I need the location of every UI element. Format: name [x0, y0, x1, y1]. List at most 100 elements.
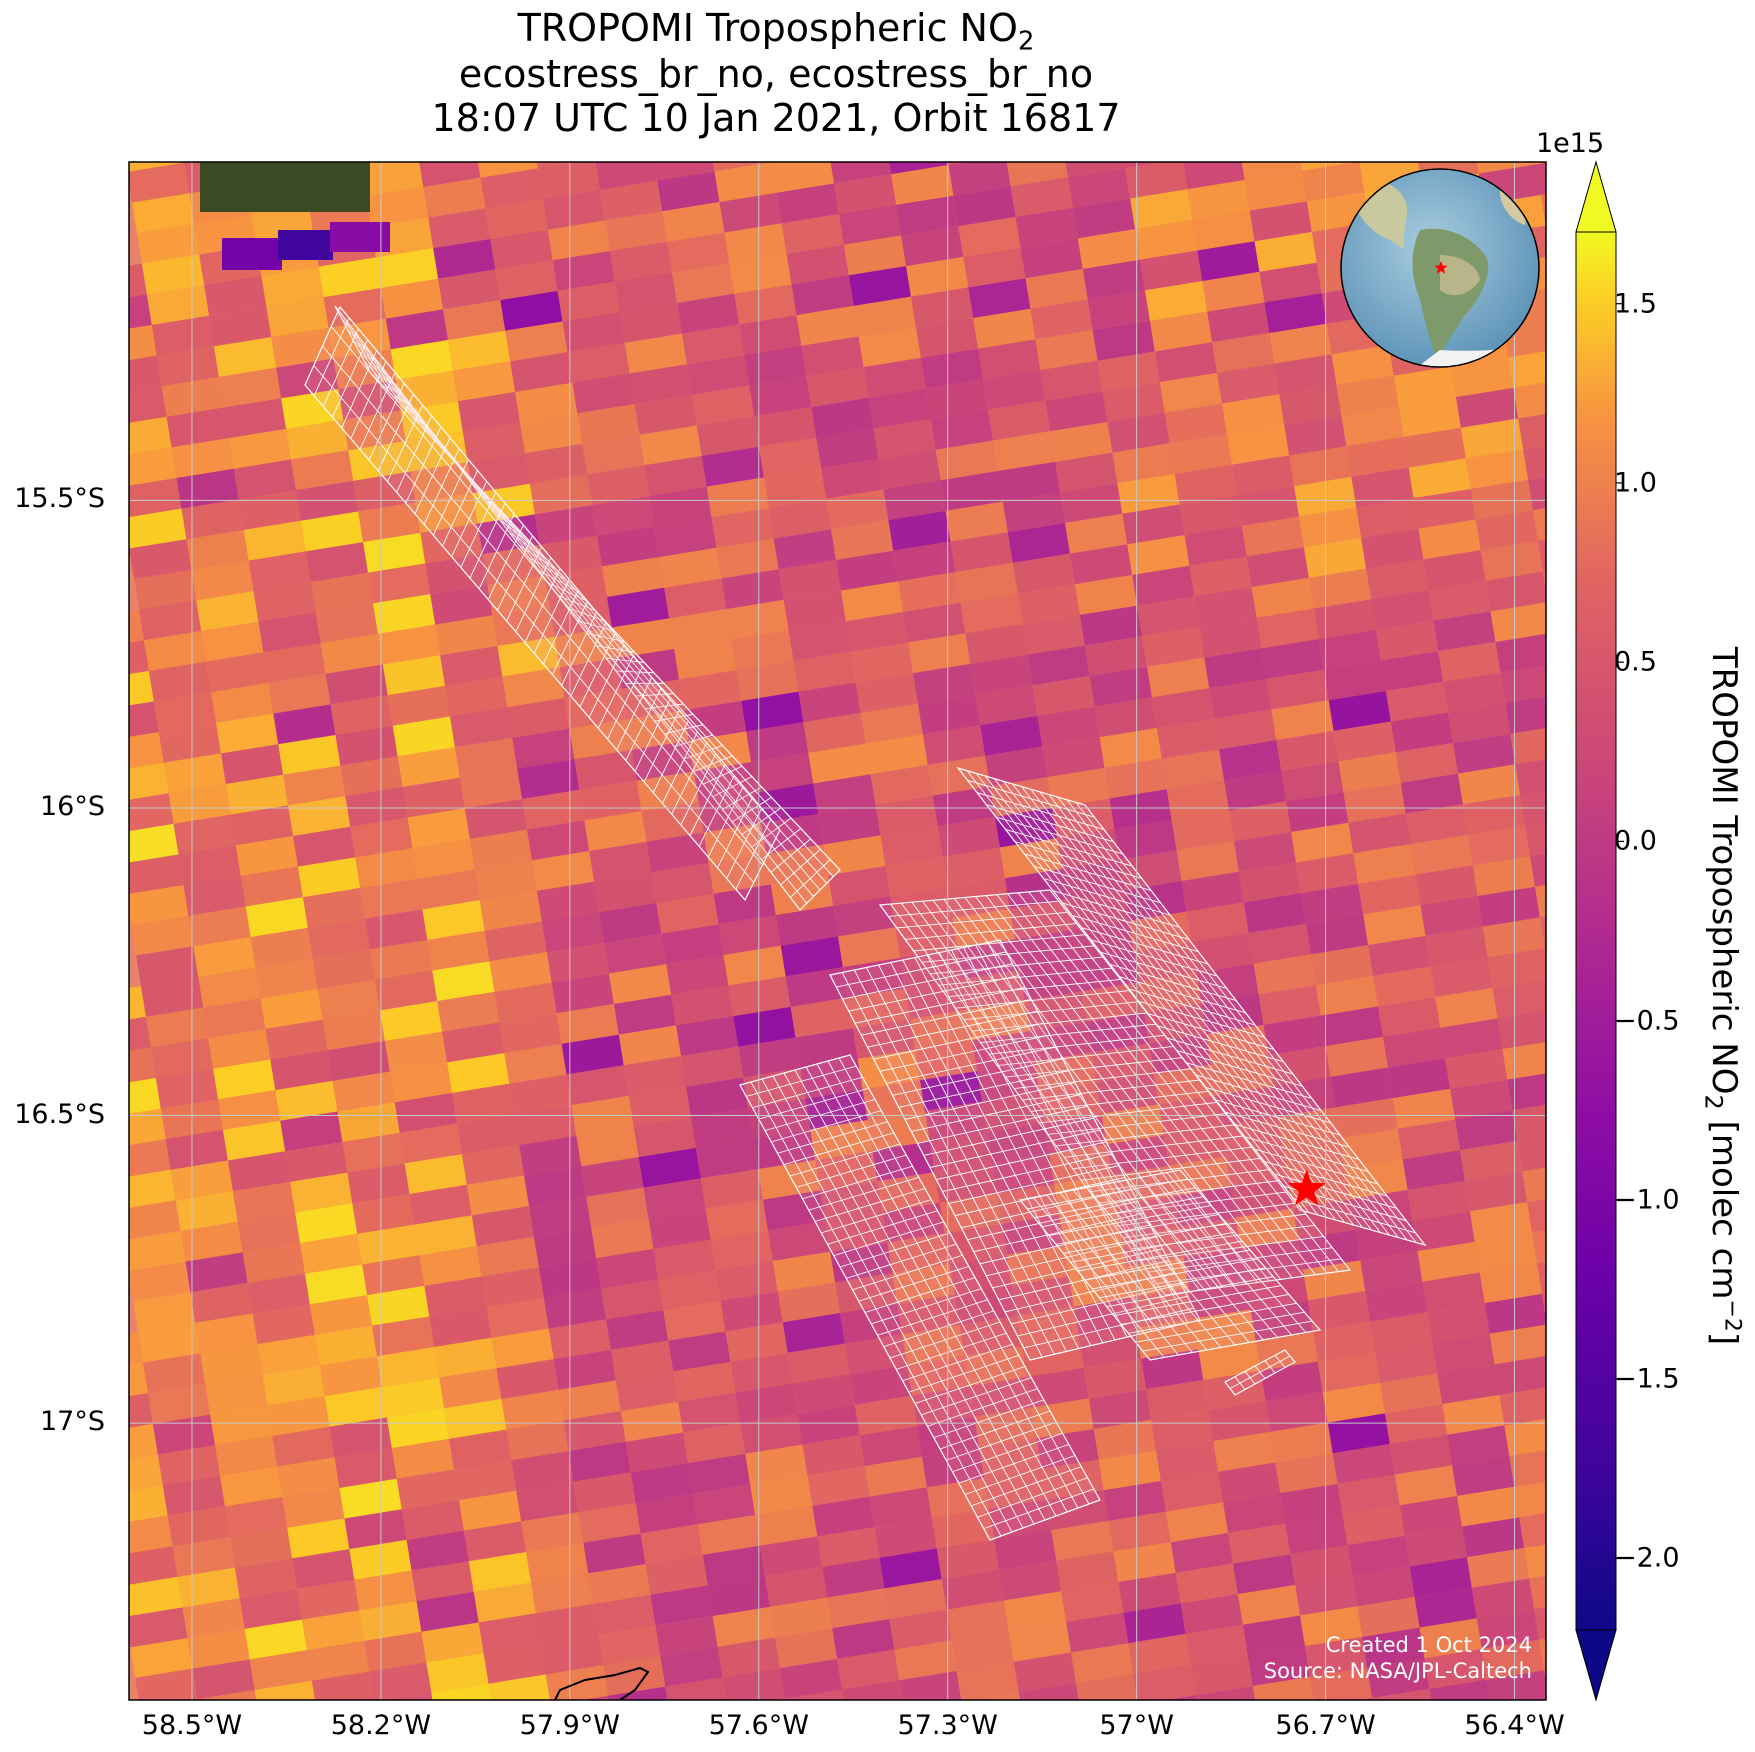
no2-pixel	[842, 957, 906, 998]
no2-pixel	[780, 936, 843, 977]
no2-pixel	[667, 232, 730, 273]
no2-pixel	[1194, 587, 1257, 627]
no2-pixel	[629, 364, 692, 405]
no2-pixel	[177, 1567, 240, 1608]
no2-pixel	[758, 1159, 821, 1200]
no2-pixel	[1037, 706, 1100, 747]
no2-pixel	[1117, 473, 1180, 514]
no2-pixel	[656, 893, 719, 934]
no2-pixel	[210, 1405, 273, 1446]
no2-pixel	[1223, 1493, 1286, 1533]
no2-pixel	[1415, 865, 1478, 906]
no2-pixel	[1092, 320, 1155, 361]
no2-pixel	[717, 1637, 780, 1678]
no2-pixel	[1069, 1266, 1132, 1307]
no2-pixel	[583, 1533, 646, 1574]
no2-pixel	[950, 532, 1013, 573]
lon-tick-label: 58.2°W	[330, 1710, 432, 1741]
no2-pixel	[1482, 917, 1545, 958]
no2-pixel	[232, 1181, 296, 1222]
no2-pixel	[1270, 1422, 1333, 1463]
no2-pixel	[1179, 495, 1242, 536]
coastline	[554, 1666, 650, 1700]
no2-pixel	[1248, 923, 1311, 964]
no2-pixel	[273, 704, 336, 745]
no2-pixel	[129, 670, 154, 706]
no2-pixel	[1241, 162, 1302, 181]
no2-pixel	[209, 306, 272, 347]
no2-pixel	[442, 1022, 505, 1063]
no2-pixel	[218, 1090, 281, 1130]
no2-pixel	[1067, 167, 1131, 208]
no2-pixel	[222, 1120, 286, 1161]
no2-pixel	[198, 967, 261, 1008]
no2-pixel	[1403, 427, 1466, 468]
lon-tick-label: 58.5°W	[141, 1710, 243, 1741]
no2-pixel	[1469, 1202, 1533, 1242]
no2-pixel	[910, 1009, 973, 1050]
no2-pixel	[315, 603, 378, 644]
lat-tick-label: 17°S	[40, 1406, 105, 1438]
no2-pixel	[889, 162, 949, 175]
no2-pixel	[1079, 605, 1143, 646]
no2-pixel	[582, 434, 645, 475]
no2-pixel	[1109, 789, 1172, 830]
no2-pixel	[1427, 1303, 1490, 1343]
no2-pixel	[515, 382, 578, 423]
chart-title: TROPOMI Tropospheric NO2	[517, 6, 1035, 57]
no2-pixel	[917, 694, 981, 735]
no2-pixel	[1156, 718, 1220, 759]
no2-pixel	[1475, 510, 1538, 551]
no2-pixel	[355, 848, 418, 888]
chart-subtitle-site: ecostress_br_no, ecostress_br_no	[458, 52, 1094, 96]
no2-pixel	[478, 1613, 541, 1654]
no2-pixel	[1525, 822, 1546, 857]
no2-pixel	[994, 1530, 1057, 1570]
no2-pixel	[454, 1460, 517, 1501]
no2-pixel	[728, 976, 791, 1017]
no2-pixel	[1450, 1079, 1513, 1120]
no2-pixel	[1539, 1638, 1546, 1671]
no2-pixel	[536, 162, 579, 169]
no2-pixel	[1537, 1261, 1546, 1294]
lon-tick-label: 57°W	[1099, 1710, 1174, 1741]
no2-pixel	[1433, 611, 1496, 652]
no2-pixel	[129, 1393, 153, 1428]
no2-pixel	[190, 1282, 253, 1323]
no2-pixel	[1160, 1471, 1224, 1512]
no2-pixel	[677, 293, 740, 334]
no2-pixel	[769, 1597, 833, 1638]
no2-pixel	[1385, 681, 1449, 722]
no2-pixel	[1069, 544, 1133, 585]
no2-pixel	[1331, 345, 1394, 386]
no2-pixel	[141, 976, 204, 1017]
no2-pixel	[867, 1110, 930, 1151]
no2-pixel	[175, 1191, 238, 1231]
no2-pixel	[357, 1224, 420, 1265]
no2-pixel	[1332, 1444, 1395, 1484]
no2-pixel	[1065, 513, 1128, 554]
no2-pixel	[1249, 201, 1312, 242]
no2-pixel	[1305, 1636, 1368, 1677]
no2-pixel	[304, 1264, 368, 1305]
no2-pixel	[521, 1512, 584, 1553]
no2-pixel	[686, 354, 750, 395]
no2-pixel	[1241, 516, 1304, 557]
no2-pixel	[335, 725, 398, 766]
no2-pixel	[716, 538, 779, 579]
no2-pixel	[754, 406, 817, 447]
no2-pixel	[463, 1521, 527, 1562]
colorbar-tick-label: 1.5	[1614, 288, 1657, 320]
no2-pixel	[404, 1154, 467, 1195]
no2-pixel	[1407, 1180, 1470, 1221]
no2-pixel	[830, 162, 892, 184]
no2-pixel	[1228, 1523, 1291, 1564]
no2-pixel	[507, 698, 570, 738]
no2-pixel	[1192, 210, 1255, 251]
no2-pixel	[988, 400, 1051, 441]
no2-pixel	[1370, 1312, 1433, 1353]
no2-pixel	[297, 857, 361, 898]
no2-pixel	[935, 440, 998, 481]
no2-pixel	[784, 1689, 844, 1700]
no2-pixel	[1447, 1425, 1510, 1466]
